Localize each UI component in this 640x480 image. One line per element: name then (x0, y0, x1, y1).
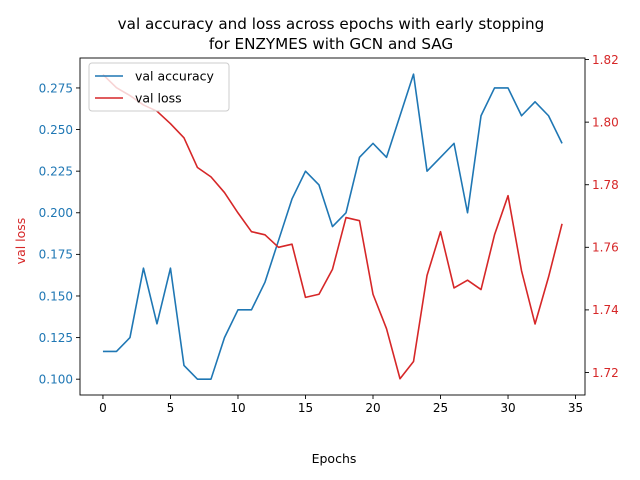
chart-title-line-2: for ENZYMES with GCN and SAG (209, 35, 453, 53)
plot-frame (79, 57, 586, 396)
plot-area: 0 5 10 15 20 25 30 35 0.100 0.125 0.150 0.175 0.200 0… (39, 53, 619, 415)
left-y-tick-label: 0.250 (39, 123, 73, 137)
legend: val accuracy val loss (88, 62, 230, 112)
x-tick-label: 0 (99, 401, 107, 415)
left-y-tick-label: 0.200 (39, 206, 73, 220)
x-tick-label: 20 (365, 401, 380, 415)
series-line-val-accuracy (102, 73, 563, 380)
left-y-tick-label: 0.275 (39, 81, 73, 95)
legend-label-val-loss: val loss (135, 91, 182, 106)
x-tick-label: 5 (167, 401, 175, 415)
right-y-tick-label: 1.74 (592, 303, 619, 317)
left-y-tick-label: 0.150 (39, 289, 73, 303)
x-tick-label: 10 (230, 401, 245, 415)
y-axis-label-left: val loss (13, 218, 28, 265)
left-y-tick-label: 0.175 (39, 248, 73, 262)
x-axis-label: Epochs (312, 451, 357, 466)
right-y-tick-label: 1.82 (592, 53, 619, 67)
legend-box (88, 62, 230, 112)
right-y-tick-label: 1.80 (592, 115, 619, 129)
right-y-tick-label: 1.72 (592, 366, 619, 380)
x-tick-label: 35 (568, 401, 583, 415)
chart-title-line-1: val accuracy and loss across epochs with… (118, 15, 545, 33)
left-y-tick-label: 0.225 (39, 164, 73, 178)
x-tick-label: 15 (298, 401, 313, 415)
x-tick-label: 30 (500, 401, 515, 415)
left-y-tick-label: 0.100 (39, 372, 73, 386)
right-y-tick-label: 1.76 (592, 241, 619, 255)
left-y-tick-label: 0.125 (39, 331, 73, 345)
right-y-tick-label: 1.78 (592, 178, 619, 192)
legend-label-val-accuracy: val accuracy (135, 69, 215, 84)
series-line-val-loss (102, 74, 563, 380)
x-tick-label: 25 (433, 401, 448, 415)
